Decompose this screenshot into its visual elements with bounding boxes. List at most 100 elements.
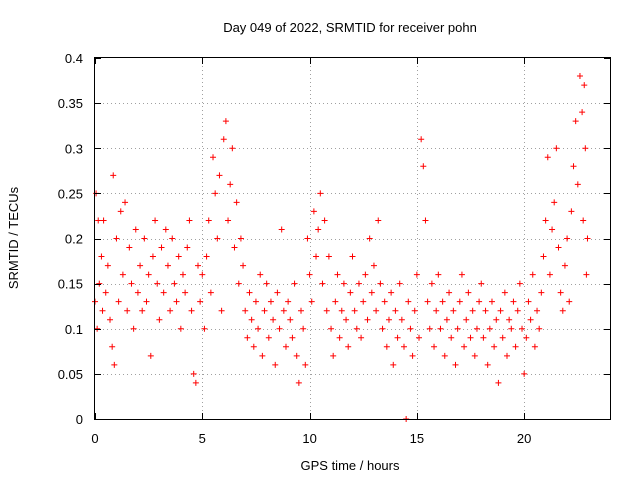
y-tick-label: 0.4 (65, 51, 83, 66)
data-point (525, 298, 532, 305)
data-point (418, 136, 425, 143)
axis-ticks (95, 58, 610, 420)
y-tick-label: 0.2 (65, 232, 83, 247)
data-point (102, 289, 109, 296)
data-point (197, 298, 204, 305)
data-point (210, 154, 217, 161)
data-point (169, 235, 176, 242)
data-point (248, 316, 255, 323)
data-point (111, 361, 118, 368)
data-point (188, 307, 195, 314)
data-point (175, 253, 182, 260)
data-point (156, 316, 163, 323)
chart-title: Day 049 of 2022, SRMTID for receiver poh… (223, 20, 477, 35)
data-point (409, 352, 416, 359)
data-point (439, 298, 446, 305)
data-point (568, 208, 575, 215)
data-point (259, 352, 266, 359)
data-point (263, 280, 270, 287)
data-point (293, 352, 300, 359)
data-point (368, 289, 375, 296)
data-point (216, 172, 223, 179)
data-point (143, 298, 150, 305)
data-point (171, 280, 178, 287)
data-point (424, 298, 431, 305)
data-point (244, 334, 251, 341)
data-point (469, 307, 476, 314)
data-point (581, 82, 588, 89)
data-point (201, 325, 208, 332)
data-point (186, 217, 193, 224)
data-point (349, 253, 356, 260)
data-point (358, 334, 365, 341)
data-point (137, 262, 144, 269)
y-tick-label: 0.3 (65, 141, 83, 156)
data-point (383, 343, 390, 350)
data-point (205, 217, 212, 224)
data-point (274, 289, 281, 296)
data-point (443, 316, 450, 323)
data-point (549, 226, 556, 233)
data-point (370, 262, 377, 269)
data-point (158, 244, 165, 251)
data-point (553, 145, 560, 152)
data-point (119, 271, 126, 278)
data-point (177, 325, 184, 332)
data-point (300, 325, 307, 332)
data-point (510, 298, 517, 305)
data-point (377, 280, 384, 287)
data-point (282, 343, 289, 350)
data-point (441, 352, 448, 359)
data-point (325, 253, 332, 260)
data-point (134, 289, 141, 296)
data-point (179, 271, 186, 278)
data-point (467, 334, 474, 341)
data-point (351, 307, 358, 314)
y-axis-label: SRMTID / TECUs (6, 186, 21, 289)
data-point (570, 163, 577, 170)
plot-border (94, 57, 611, 420)
y-tick-label: 0.05 (58, 367, 83, 382)
data-point (448, 334, 455, 341)
data-point (362, 271, 369, 278)
data-point (385, 316, 392, 323)
data-point (413, 271, 420, 278)
data-point (167, 307, 174, 314)
data-point (319, 280, 326, 287)
data-point (454, 325, 461, 332)
data-point (450, 307, 457, 314)
data-point (295, 379, 302, 386)
data-point (225, 217, 232, 224)
y-tick-label: 0 (76, 412, 83, 427)
data-point (227, 181, 234, 188)
data-point (147, 352, 154, 359)
data-point (343, 316, 350, 323)
data-point (463, 316, 470, 323)
data-point (126, 244, 133, 251)
data-point (132, 226, 139, 233)
data-point (512, 343, 519, 350)
data-point (122, 199, 129, 206)
data-point (218, 307, 225, 314)
data-point (107, 316, 114, 323)
data-point (276, 325, 283, 332)
x-tick-label: 10 (302, 431, 316, 446)
data-point (257, 271, 264, 278)
data-point (446, 289, 453, 296)
data-point (272, 361, 279, 368)
data-point (152, 217, 159, 224)
data-point (265, 334, 272, 341)
data-point (484, 361, 491, 368)
data-point (321, 217, 328, 224)
y-tick-label: 0.15 (58, 277, 83, 292)
data-point (310, 208, 317, 215)
x-tick-label: 0 (91, 431, 98, 446)
data-point (203, 253, 210, 260)
data-point (141, 235, 148, 242)
data-point (315, 226, 322, 233)
data-point (190, 370, 197, 377)
data-point (278, 226, 285, 233)
data-point (516, 280, 523, 287)
data-point (519, 325, 526, 332)
data-point (104, 262, 111, 269)
